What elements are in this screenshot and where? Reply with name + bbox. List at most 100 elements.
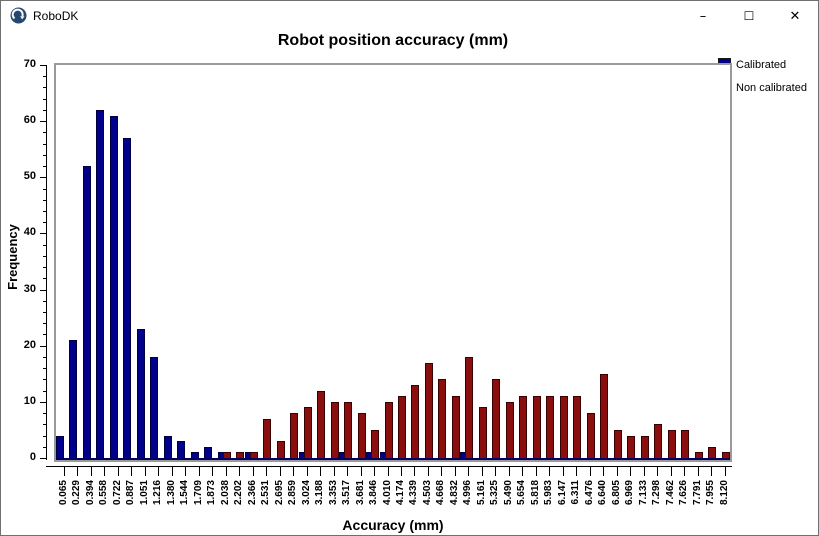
x-tick xyxy=(414,466,416,476)
non-calibrated-bar xyxy=(371,429,380,460)
y-major-tick xyxy=(40,401,47,403)
y-minor-tick xyxy=(43,199,47,201)
non-calibrated-bar xyxy=(559,396,568,460)
non-calibrated-bar xyxy=(330,401,339,460)
non-calibrated-bar xyxy=(613,429,622,460)
y-minor-tick xyxy=(43,76,47,78)
y-tick-label: 60 xyxy=(23,114,36,127)
close-button[interactable]: ✕ xyxy=(772,1,818,31)
x-tick xyxy=(522,466,524,476)
y-minor-tick xyxy=(43,368,47,370)
non-calibrated-bar xyxy=(654,424,663,460)
y-minor-tick xyxy=(43,334,47,336)
legend-item-calibrated: Calibrated xyxy=(718,58,814,71)
y-tick-label: 10 xyxy=(23,394,36,407)
y-tick-label: 50 xyxy=(23,170,36,183)
y-minor-tick xyxy=(43,210,47,212)
non-calibrated-bar xyxy=(451,396,460,460)
y-minor-tick xyxy=(43,435,47,437)
non-calibrated-bar xyxy=(290,413,299,460)
non-calibrated-bar xyxy=(424,362,433,460)
y-minor-tick xyxy=(43,244,47,246)
x-tick xyxy=(320,466,322,476)
legend-label-calibrated: Calibrated xyxy=(736,58,787,71)
calibrated-bar xyxy=(109,115,118,460)
non-calibrated-bar xyxy=(492,379,501,460)
x-tick xyxy=(495,466,497,476)
titlebar[interactable]: RoboDK – ☐ ✕ xyxy=(1,1,818,31)
y-minor-tick xyxy=(43,132,47,134)
x-tick xyxy=(481,466,483,476)
y-axis-line xyxy=(46,65,47,460)
x-tick xyxy=(239,466,241,476)
x-axis-line xyxy=(46,466,732,467)
x-tick xyxy=(198,466,200,476)
y-minor-tick xyxy=(43,166,47,168)
x-tick xyxy=(117,466,119,476)
non-calibrated-bar xyxy=(505,401,514,460)
y-tick-label: 30 xyxy=(23,282,36,295)
minimize-button[interactable]: – xyxy=(680,1,726,31)
x-tick xyxy=(144,466,146,476)
non-calibrated-bar xyxy=(519,396,528,460)
y-major-tick xyxy=(40,65,47,66)
calibrated-bar xyxy=(123,138,132,460)
non-calibrated-bar xyxy=(438,379,447,460)
x-tick xyxy=(293,466,295,476)
y-minor-tick xyxy=(43,87,47,89)
y-minor-tick xyxy=(43,390,47,392)
x-tick xyxy=(212,466,214,476)
y-minor-tick xyxy=(43,424,47,426)
y-minor-tick xyxy=(43,323,47,325)
y-minor-tick xyxy=(43,356,47,358)
x-tick xyxy=(616,466,618,476)
x-tick xyxy=(684,466,686,476)
non-calibrated-bar xyxy=(667,429,676,460)
y-tick-label: 70 xyxy=(23,58,36,70)
x-tick xyxy=(185,466,187,476)
legend: Calibrated Non calibrated xyxy=(718,58,814,104)
non-calibrated-bar xyxy=(600,373,609,460)
x-tick xyxy=(347,466,349,476)
non-calibrated-bar xyxy=(478,407,487,460)
y-minor-tick xyxy=(43,188,47,190)
chart-title: Robot position accuracy (mm) xyxy=(277,32,509,49)
x-tick xyxy=(171,466,173,476)
x-tick xyxy=(279,466,281,476)
y-tick-label: 0 xyxy=(29,451,36,463)
x-tick xyxy=(589,466,591,476)
x-tick xyxy=(603,466,605,476)
x-tick xyxy=(549,466,551,476)
non-calibrated-bar xyxy=(681,429,690,460)
x-tick xyxy=(562,466,564,476)
robodk-logo-icon xyxy=(10,7,27,24)
x-tick xyxy=(508,466,510,476)
y-minor-tick xyxy=(43,413,47,415)
y-major-tick xyxy=(40,233,47,235)
non-calibrated-bar xyxy=(627,435,636,460)
y-minor-tick xyxy=(43,278,47,280)
y-minor-tick xyxy=(43,379,47,381)
x-tick xyxy=(711,466,713,476)
non-calibrated-bar xyxy=(317,390,326,460)
x-tick xyxy=(697,466,699,476)
maximize-button[interactable]: ☐ xyxy=(726,1,772,31)
y-major-tick xyxy=(40,177,47,179)
x-tick xyxy=(630,466,632,476)
x-tick xyxy=(252,466,254,476)
x-tick xyxy=(64,466,65,476)
x-tick xyxy=(535,466,537,476)
x-tick xyxy=(670,466,672,476)
calibrated-bar xyxy=(69,340,78,460)
x-tick xyxy=(374,466,376,476)
x-tick xyxy=(266,466,268,476)
x-axis-title: Accuracy (mm) xyxy=(342,517,444,533)
x-tick xyxy=(104,466,106,476)
non-calibrated-bar xyxy=(573,396,582,460)
y-major-tick xyxy=(40,289,47,291)
calibrated-bar xyxy=(96,109,105,460)
y-tick-label: 20 xyxy=(23,338,36,351)
legend-label-non-calibrated: Non calibrated xyxy=(736,81,807,94)
x-tick xyxy=(643,466,645,476)
y-major-tick xyxy=(40,345,47,347)
